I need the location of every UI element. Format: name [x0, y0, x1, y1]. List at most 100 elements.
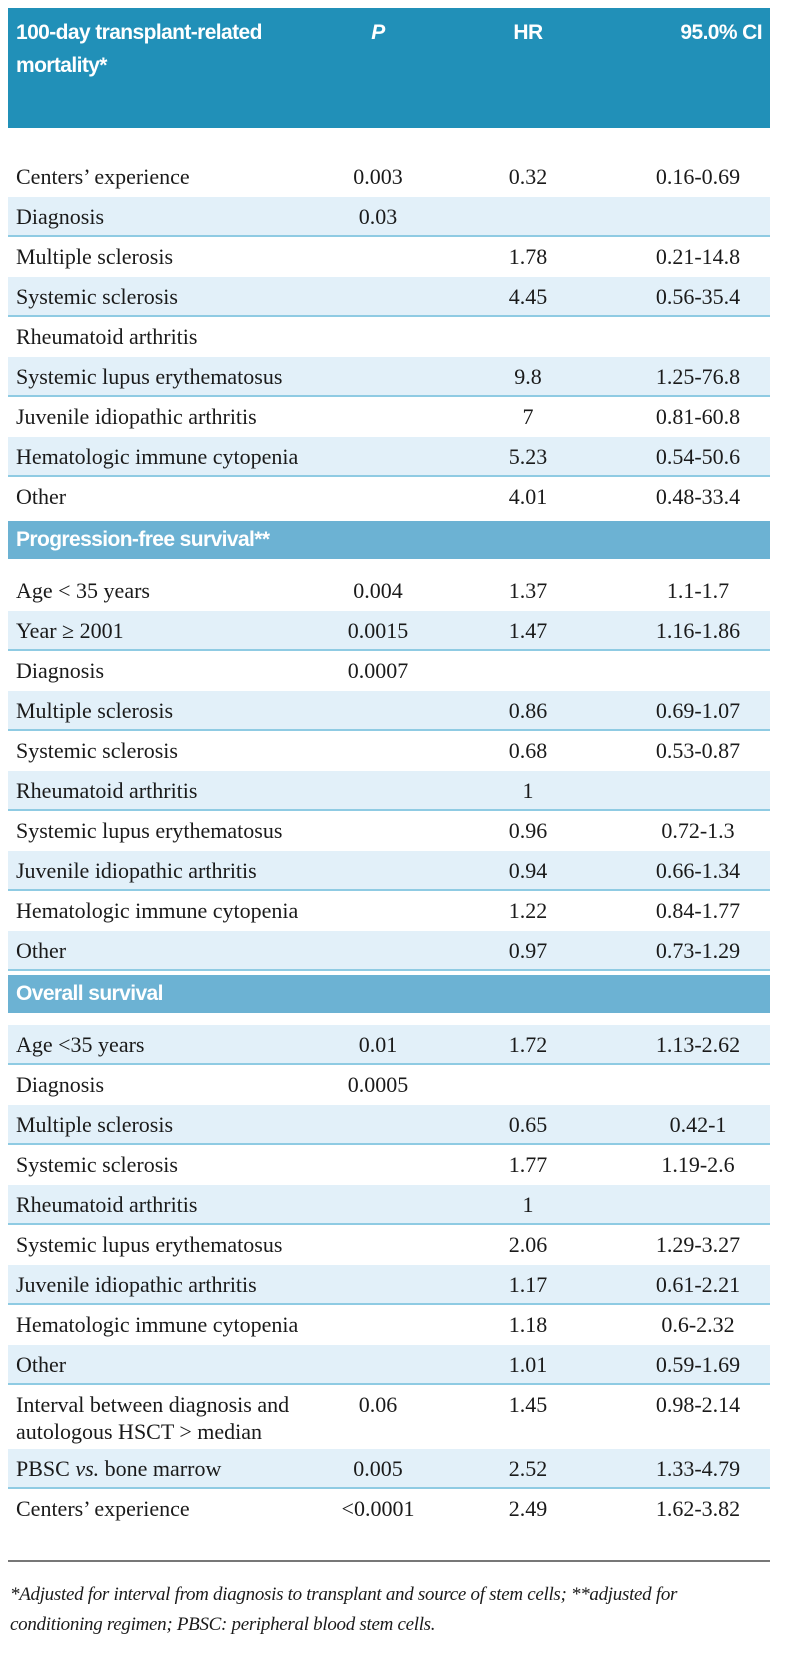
hazard-ratio: 1.45	[508, 1392, 548, 1417]
table-row: Rheumatoid arthritis 1	[8, 771, 770, 811]
confidence-interval: 1.62-3.82	[655, 1496, 741, 1521]
confidence-interval: 0.98-2.14	[655, 1392, 741, 1417]
table-row: Hematologic immune cytopenia 5.23 0.54-50.…	[8, 437, 770, 477]
confidence-interval: 0.56-35.4	[655, 284, 741, 309]
hazard-ratio: 1.18	[508, 1312, 548, 1337]
p-value: 0.005	[353, 1456, 403, 1481]
hazard-ratio: 0.96	[508, 818, 548, 843]
hazard-ratio: 1.22	[508, 898, 548, 923]
table-row: Hematologic immune cytopenia 1.18 0.6-2.32	[8, 1305, 770, 1345]
confidence-interval: 0.59-1.69	[655, 1352, 741, 1377]
hazard-ratio: 1.78	[508, 244, 548, 269]
header-hr: HR	[513, 21, 543, 44]
table-row: Hematologic immune cytopenia 1.22 0.84-1.7…	[8, 891, 770, 931]
label-part: PBSC	[16, 1456, 76, 1481]
hazard-ratio: 4.01	[508, 484, 548, 509]
p-value: <0.0001	[341, 1496, 415, 1521]
hazard-ratio: 1.01	[508, 1352, 548, 1377]
table-row: Rheumatoid arthritis	[8, 317, 770, 357]
confidence-interval: 1.19-2.6	[661, 1152, 735, 1177]
confidence-interval: 0.66-1.34	[655, 858, 741, 883]
header-spacer	[8, 128, 770, 157]
row-label: Multiple sclerosis	[16, 1112, 174, 1137]
p-value: 0.0007	[347, 658, 409, 683]
row-label: Systemic lupus erythematosus	[16, 364, 283, 389]
p-value: 0.03	[358, 204, 398, 229]
table-row: Systemic sclerosis 4.45 0.56-35.4	[8, 277, 770, 317]
confidence-interval: 0.84-1.77	[655, 898, 741, 923]
row-label: Juvenile idiopathic arthritis	[16, 858, 257, 883]
confidence-interval: 0.48-33.4	[655, 484, 741, 509]
confidence-interval: 0.42-1	[669, 1112, 727, 1137]
table-row: Systemic lupus erythematosus 0.96 0.72-1.3	[8, 811, 770, 851]
hazard-ratio: 1	[522, 778, 534, 803]
hazard-ratio: 0.32	[508, 164, 548, 189]
results-table: 100-day transplant-related mortality* P …	[8, 8, 770, 1529]
table-row: Year ≥ 2001 0.0015 1.47 1.16-1.86	[8, 611, 770, 651]
p-value: 0.06	[358, 1392, 398, 1417]
confidence-interval: 1.1-1.7	[666, 578, 730, 603]
hazard-ratio: 1.77	[508, 1152, 548, 1177]
confidence-interval: 1.16-1.86	[655, 618, 741, 643]
hazard-ratio: 1.37	[508, 578, 548, 603]
confidence-interval: 0.21-14.8	[655, 244, 741, 269]
table-row: Systemic lupus erythematosus 2.06 1.29-3.2…	[8, 1225, 770, 1265]
row-label: Rheumatoid arthritis	[16, 1192, 198, 1217]
table-row: Diagnosis 0.0005	[8, 1065, 770, 1105]
p-value: 0.0005	[347, 1072, 409, 1097]
confidence-interval: 1.29-3.27	[655, 1232, 741, 1257]
p-value: 0.003	[353, 164, 403, 189]
row-label: Age <35 years	[16, 1032, 145, 1057]
hazard-ratio: 9.8	[514, 364, 542, 389]
table-row: Multiple sclerosis 1.78 0.21-14.8	[8, 237, 770, 277]
label-emphasis: vs.	[75, 1456, 100, 1481]
label-part: bone marrow	[99, 1456, 222, 1481]
row-label: Age < 35 years	[16, 578, 150, 603]
confidence-interval: 0.16-0.69	[655, 164, 741, 189]
hazard-ratio: 5.23	[508, 444, 548, 469]
table-row: Juvenile idiopathic arthritis 7 0.81-60.8	[8, 397, 770, 437]
hazard-ratio: 0.65	[508, 1112, 548, 1137]
table-row: Systemic lupus erythematosus 9.8 1.25-76.8	[8, 357, 770, 397]
row-label: Other	[16, 1352, 67, 1377]
row-label: PBSC vs. bone marrow	[16, 1455, 346, 1482]
confidence-interval: 1.33-4.79	[655, 1456, 741, 1481]
table-row: Juvenile idiopathic arthritis 0.94 0.66-1.…	[8, 851, 770, 891]
footnote-divider	[8, 1560, 770, 1562]
hazard-ratio: 0.86	[508, 698, 548, 723]
hazard-ratio: 1.72	[508, 1032, 548, 1057]
row-label: Systemic lupus erythematosus	[16, 1232, 283, 1257]
hazard-ratio: 2.52	[508, 1456, 548, 1481]
confidence-interval: 0.81-60.8	[655, 404, 741, 429]
table-row: Juvenile idiopathic arthritis 1.17 0.61-2.…	[8, 1265, 770, 1305]
p-value: 0.01	[358, 1032, 398, 1057]
hazard-ratio: 0.97	[508, 938, 548, 963]
row-label: Rheumatoid arthritis	[16, 324, 198, 349]
table-row: PBSC vs. bone marrow 0.005 2.52 1.33-4.79	[8, 1449, 770, 1489]
row-label: Multiple sclerosis	[16, 244, 174, 269]
table-row: Interval between diagnosis and autologou…	[8, 1385, 770, 1449]
confidence-interval: 1.13-2.62	[655, 1032, 741, 1057]
confidence-interval: 0.69-1.07	[655, 698, 741, 723]
row-label: Interval between diagnosis and autologou…	[16, 1392, 290, 1444]
table-row: Rheumatoid arthritis 1	[8, 1185, 770, 1225]
row-label: Centers’ experience	[16, 164, 190, 189]
table-row: Age < 35 years 0.004 1.37 1.1-1.7	[8, 571, 770, 611]
table-row: Other 4.01 0.48-33.4	[8, 477, 770, 517]
row-label: Juvenile idiopathic arthritis	[16, 404, 257, 429]
row-label: Diagnosis	[16, 1072, 104, 1097]
table-row: Age <35 years 0.01 1.72 1.13-2.62	[8, 1025, 770, 1065]
row-label: Diagnosis	[16, 204, 104, 229]
table-row: Other 1.01 0.59-1.69	[8, 1345, 770, 1385]
row-label: Systemic sclerosis	[16, 284, 178, 309]
hazard-ratio: 7	[522, 404, 534, 429]
row-label: Hematologic immune cytopenia	[16, 898, 299, 923]
p-value: 0.004	[353, 578, 403, 603]
table-body: Centers’ experience 0.003 0.32 0.16-0.69 Dia…	[8, 128, 770, 1529]
p-value: 0.0015	[347, 618, 409, 643]
footnote: *Adjusted for interval from diagnosis to…	[10, 1584, 678, 1635]
section-header: Overall survival	[8, 975, 770, 1013]
table-row: Systemic sclerosis 0.68 0.53-0.87	[8, 731, 770, 771]
table-row: Diagnosis 0.03	[8, 197, 770, 237]
table-row: Diagnosis 0.0007	[8, 651, 770, 691]
